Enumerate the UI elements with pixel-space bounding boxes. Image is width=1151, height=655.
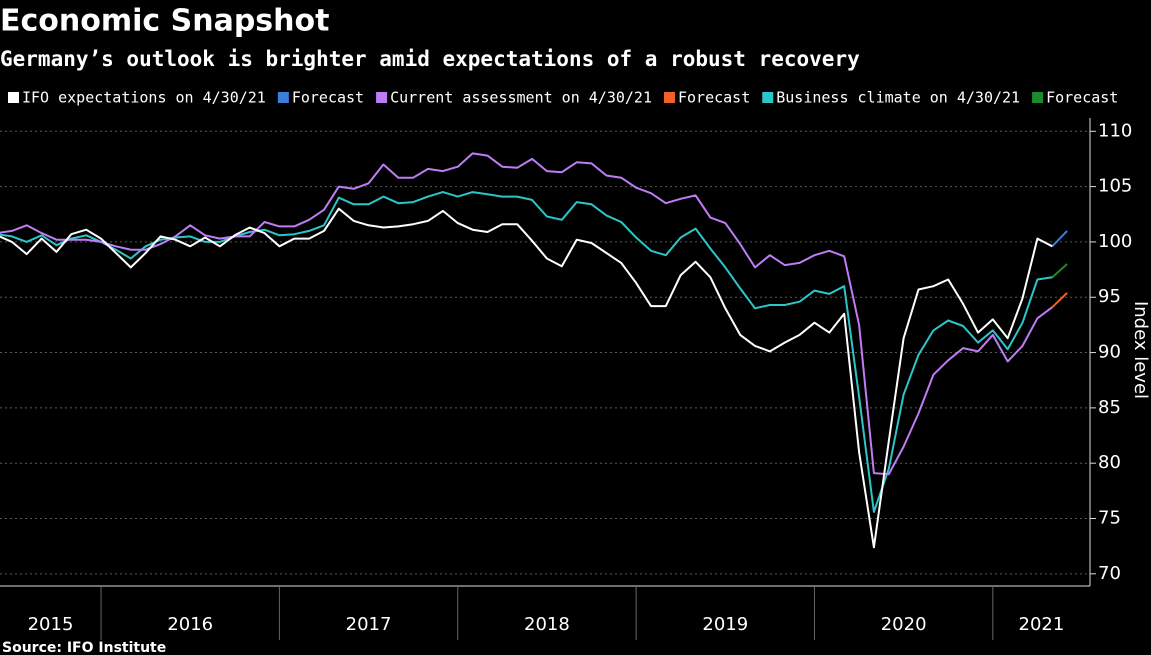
- y-tick-label: 75: [1098, 508, 1121, 529]
- source: Source: IFO Institute: [2, 640, 166, 655]
- x-tick-label: 2018: [524, 614, 570, 635]
- legend-swatch: [664, 92, 675, 103]
- y-tick-label: 100: [1098, 231, 1132, 252]
- series-line: [0, 152, 1053, 476]
- legend-swatch: [1032, 92, 1044, 103]
- legend-label: Current assessment on 4/30/21: [390, 89, 652, 107]
- series-line: [1051, 263, 1068, 279]
- x-tick-label: 2016: [167, 614, 213, 635]
- y-tick-label: 80: [1098, 452, 1121, 473]
- x-tick-label: 2019: [702, 614, 748, 635]
- chart-title: Economic Snapshot: [0, 4, 329, 39]
- legend-label: Forecast: [678, 89, 750, 107]
- chart-subtitle: Germany’s outlook is brighter amid expec…: [0, 47, 860, 71]
- legend-label: Forecast: [1046, 89, 1118, 107]
- legend-swatch: [8, 92, 19, 103]
- x-tick-label: 2020: [881, 614, 927, 635]
- y-tick-label: 70: [1098, 563, 1121, 584]
- legend-swatch: [376, 92, 388, 103]
- x-tick-label: 2015: [28, 614, 74, 635]
- x-tick-label: 2021: [1019, 614, 1065, 635]
- series-line: [0, 207, 1053, 549]
- legend-swatch: [277, 92, 289, 103]
- legend-label: IFO expectations on 4/30/21: [22, 89, 266, 107]
- y-tick-label: 90: [1098, 342, 1121, 363]
- y-tick-label: 110: [1098, 120, 1132, 141]
- y-axis-label: Index level: [1130, 301, 1151, 399]
- y-tick-label: 95: [1098, 286, 1121, 307]
- y-tick-label: 105: [1098, 176, 1132, 197]
- series-line: [1051, 292, 1068, 308]
- legend-swatch: [762, 92, 774, 103]
- y-tick-label: 85: [1098, 397, 1121, 418]
- legend-label: Forecast: [292, 89, 364, 107]
- legend-label: Business climate on 4/30/21: [776, 89, 1020, 107]
- series-line: [1051, 230, 1068, 247]
- x-tick-label: 2017: [346, 614, 392, 635]
